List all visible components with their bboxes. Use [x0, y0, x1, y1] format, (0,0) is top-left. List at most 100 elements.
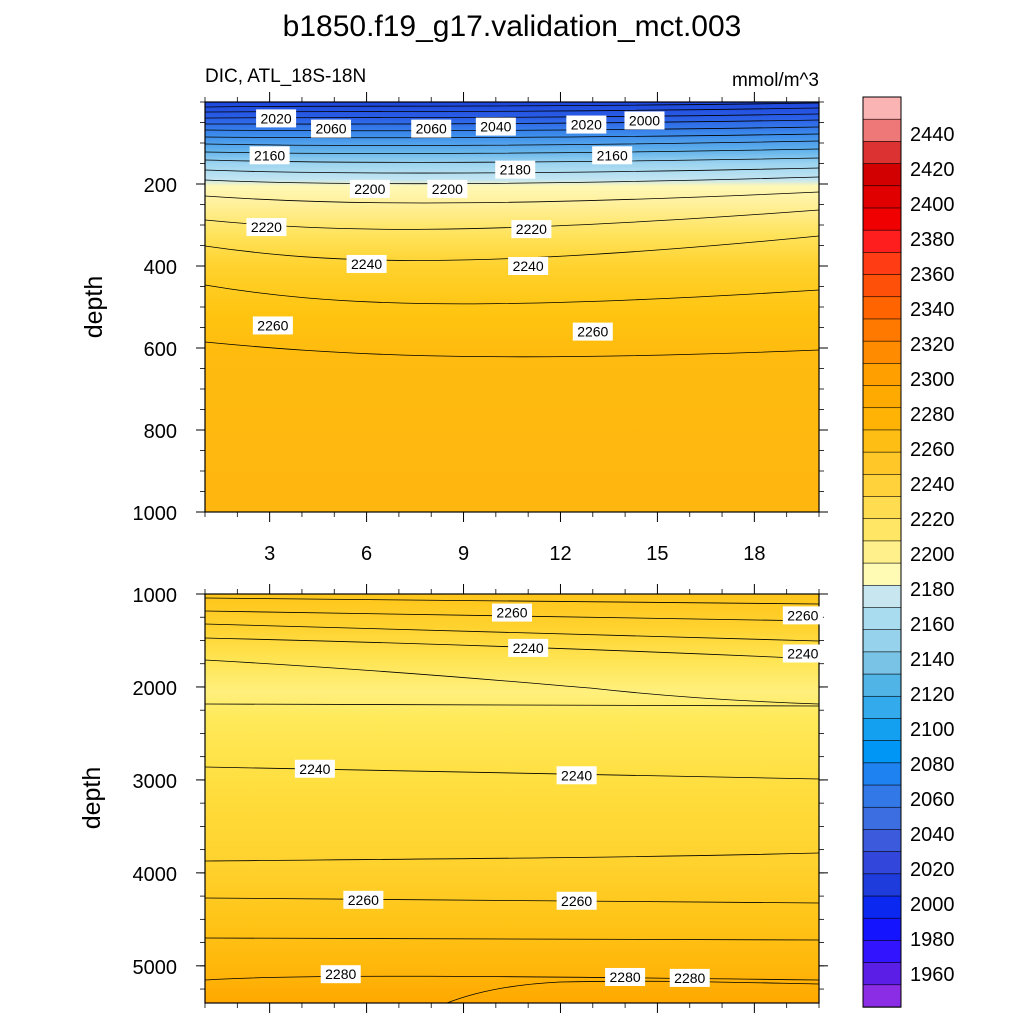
contour-label-bg	[782, 606, 823, 625]
colorbar-swatch	[862, 185, 902, 209]
contour-label-bg	[294, 759, 335, 778]
colorbar-label: 2140	[910, 649, 955, 671]
contour-label-bg	[556, 766, 597, 785]
units-label: mmol/m^3	[732, 70, 819, 91]
contour-labels: 2020 2060 2060 2040 2020 2000 2160 2180 2160 2200…	[246, 109, 823, 987]
colorbar-label: 2040	[910, 824, 955, 846]
colorbar-swatch	[862, 385, 902, 409]
panel-frame	[204, 593, 820, 1004]
contour-label-bg	[508, 257, 549, 275]
colorbar-swatch	[862, 562, 902, 586]
x-tick-label: 9	[458, 543, 469, 565]
colorbar-swatch	[862, 118, 902, 143]
contour-label-text: 2020	[571, 117, 602, 133]
contour-label-text: 2240	[351, 256, 382, 272]
contour-label-text: 2240	[561, 767, 592, 783]
contour-label-text: 2240	[513, 258, 544, 274]
upper-y-tick-label: 600	[144, 339, 177, 361]
contour-label: 2280	[605, 967, 646, 986]
contour-label-text: 2000	[629, 112, 660, 128]
colorbar-swatch	[862, 851, 902, 875]
contour-label-text: 2180	[500, 162, 531, 178]
contour-label-bg	[311, 119, 352, 138]
colorbar-label: 2280	[910, 404, 955, 426]
axes-group: 200 400 600 800 1000 1000 2000 3000 4000 5000 3 6 9 1…	[133, 92, 828, 1013]
contour-label-bg	[475, 117, 516, 136]
upper-y-tick-label: 1000	[133, 503, 178, 525]
left-subtitle: DIC, ATL_18S-18N	[205, 66, 366, 87]
x-tick-label: 15	[646, 543, 668, 565]
colorbar-label: 2360	[910, 264, 955, 286]
colorbar-swatch	[862, 429, 902, 453]
contour-label: 2240	[556, 766, 597, 785]
contour-label-bg	[492, 603, 532, 622]
contour-label-text: 2260	[257, 317, 288, 333]
upper-y-axis-label: depth	[80, 276, 108, 339]
contour-label-text: 2200	[354, 181, 385, 197]
contour-label-text: 2240	[513, 640, 544, 656]
colorbar-label: 2200	[910, 544, 955, 566]
colorbar-swatch	[862, 252, 902, 276]
colorbar-label: 2400	[910, 194, 955, 216]
contour-label-bg	[411, 119, 452, 138]
lower-y-tick-label: 4000	[133, 864, 178, 886]
contour-label: 2260	[782, 606, 823, 625]
colorbar-swatch	[862, 163, 902, 187]
x-tick-label: 6	[361, 543, 372, 565]
colorbar-label: 2000	[910, 894, 955, 916]
colorbar-label: 2220	[910, 509, 955, 531]
contour-label-text: 2260	[577, 324, 608, 340]
colorbar-swatch	[862, 873, 902, 897]
contour-label-bg	[669, 968, 710, 987]
colorbar-swatch	[862, 496, 902, 520]
colorbar-swatch	[862, 895, 902, 919]
chart-title: b1850.f19_g17.validation_mct.003	[283, 10, 742, 43]
colorbar-swatch	[862, 207, 902, 231]
contour-label-text: 2280	[674, 970, 705, 986]
contour-label: 2160	[592, 146, 633, 165]
lower-y-tick-label: 3000	[133, 771, 178, 793]
colorbar-swatch	[862, 917, 902, 942]
colorbar-swatch	[862, 296, 902, 320]
colorbar-swatch	[862, 940, 902, 964]
contour-label-text: 2260	[787, 607, 818, 623]
contour-label: 2280	[320, 965, 361, 984]
colorbar-label: 1960	[910, 964, 955, 986]
contour-label-bg	[320, 965, 361, 984]
contour-label-bg	[256, 109, 297, 128]
colorbar-label: 2240	[910, 474, 955, 496]
colorbar-swatch	[862, 274, 902, 298]
colorbar-label: 2260	[910, 439, 955, 461]
contour-label: 2240	[508, 638, 549, 657]
colorbar-swatch	[862, 762, 902, 786]
colorbar-swatch	[862, 651, 902, 675]
x-tick-label: 3	[264, 543, 275, 565]
colorbar-label: 2060	[910, 789, 955, 811]
contour-label-text: 2060	[416, 121, 447, 137]
contour-label-bg	[556, 891, 597, 910]
contour-label: 2240	[346, 254, 387, 273]
colorbar-label: 2340	[910, 299, 955, 321]
contour-label-bg	[249, 146, 290, 165]
contour-label-bg	[605, 967, 646, 986]
contour-label-bg	[592, 146, 633, 165]
contour-label-bg	[246, 218, 287, 237]
contour-label-bg	[427, 179, 468, 198]
colorbar-label: 2380	[910, 229, 955, 251]
contour-label: 2160	[249, 146, 290, 165]
contour-label-text: 2020	[261, 110, 292, 126]
contour-label: 2200	[349, 179, 390, 198]
contour-label: 2240	[782, 644, 823, 663]
colorbar-swatch	[862, 829, 902, 853]
contour-label-bg	[495, 160, 536, 179]
lower-panel-fill	[205, 594, 819, 1003]
colorbar-swatch	[862, 806, 902, 831]
contour-label-text: 2280	[325, 966, 356, 982]
contour-label-bg	[508, 638, 549, 657]
colorbar-swatch	[862, 363, 902, 387]
contour-label: 2260	[492, 603, 532, 622]
contour-label: 2020	[566, 115, 607, 134]
contour-label-text: 2220	[516, 221, 547, 237]
contour-label: 2000	[624, 111, 665, 130]
colorbar-swatch	[862, 629, 902, 653]
